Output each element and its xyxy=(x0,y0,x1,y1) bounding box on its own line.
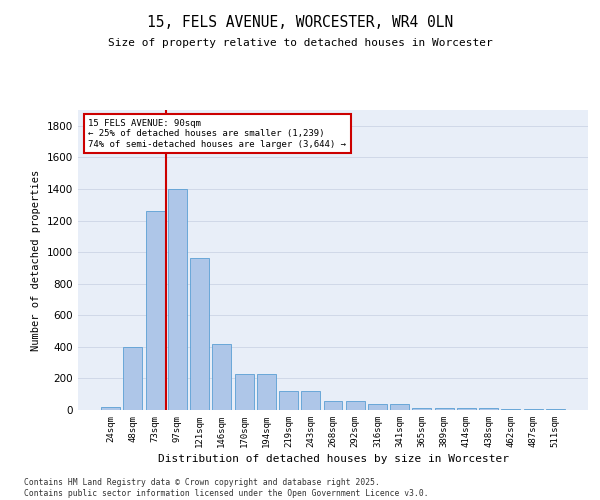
Bar xyxy=(124,347,142,410)
Bar xyxy=(146,211,164,410)
Bar xyxy=(190,258,209,410)
Bar xyxy=(168,189,187,410)
Bar xyxy=(524,409,542,410)
Bar xyxy=(301,391,320,410)
Text: Size of property relative to detached houses in Worcester: Size of property relative to detached ho… xyxy=(107,38,493,48)
Bar xyxy=(346,400,365,410)
Bar xyxy=(390,404,409,410)
X-axis label: Distribution of detached houses by size in Worcester: Distribution of detached houses by size … xyxy=(157,454,509,464)
Text: 15 FELS AVENUE: 90sqm
← 25% of detached houses are smaller (1,239)
74% of semi-d: 15 FELS AVENUE: 90sqm ← 25% of detached … xyxy=(88,119,346,149)
Bar xyxy=(457,408,476,410)
Bar xyxy=(212,344,231,410)
Bar xyxy=(546,409,565,410)
Text: Contains HM Land Registry data © Crown copyright and database right 2025.
Contai: Contains HM Land Registry data © Crown c… xyxy=(24,478,428,498)
Bar xyxy=(368,404,387,410)
Bar xyxy=(257,374,276,410)
Bar xyxy=(479,408,498,410)
Text: 15, FELS AVENUE, WORCESTER, WR4 0LN: 15, FELS AVENUE, WORCESTER, WR4 0LN xyxy=(147,15,453,30)
Bar xyxy=(279,391,298,410)
Bar xyxy=(101,407,120,410)
Bar xyxy=(435,408,454,410)
Y-axis label: Number of detached properties: Number of detached properties xyxy=(31,170,41,350)
Bar xyxy=(323,400,343,410)
Bar xyxy=(412,408,431,410)
Bar xyxy=(235,374,254,410)
Bar xyxy=(502,409,520,410)
